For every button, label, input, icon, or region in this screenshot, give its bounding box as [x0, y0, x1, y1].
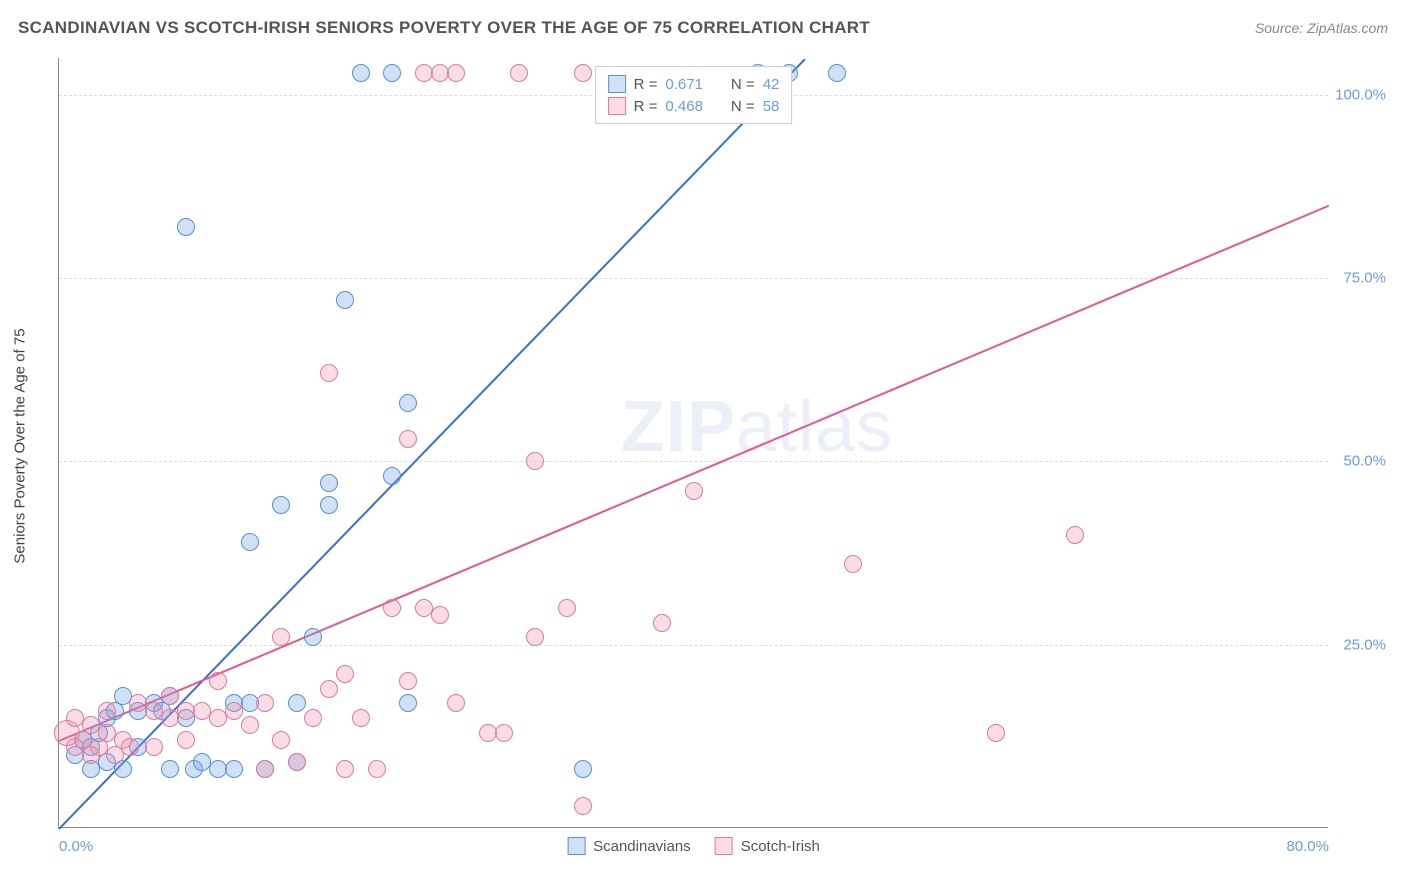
y-tick-label: 50.0%	[1334, 453, 1386, 470]
data-point	[304, 709, 322, 727]
n-value: 58	[763, 98, 780, 115]
data-point	[98, 702, 116, 720]
data-point	[574, 797, 592, 815]
legend-item: Scandinavians	[567, 837, 691, 855]
stats-row: R = 0.671 N = 42	[608, 73, 780, 95]
watermark: ZIPatlas	[621, 386, 893, 468]
data-point	[320, 680, 338, 698]
data-point	[526, 628, 544, 646]
data-point	[320, 364, 338, 382]
data-point	[225, 760, 243, 778]
data-point	[399, 430, 417, 448]
data-point	[272, 496, 290, 514]
data-point	[177, 731, 195, 749]
y-tick-label: 75.0%	[1334, 270, 1386, 287]
watermark-part1: ZIP	[621, 387, 736, 467]
data-point	[844, 555, 862, 573]
gridline	[59, 645, 1328, 646]
r-label: R =	[634, 76, 658, 93]
data-point	[685, 482, 703, 500]
data-point	[447, 694, 465, 712]
data-point	[352, 64, 370, 82]
data-point	[288, 753, 306, 771]
scatter-chart: ZIPatlas 25.0%50.0%75.0%100.0%0.0%80.0%R…	[58, 58, 1328, 828]
data-point	[288, 694, 306, 712]
data-point	[526, 452, 544, 470]
data-point	[399, 694, 417, 712]
data-point	[209, 672, 227, 690]
data-point	[256, 760, 274, 778]
series-swatch	[608, 75, 626, 93]
x-tick-label: 0.0%	[59, 838, 93, 855]
regression-line	[59, 205, 1330, 742]
data-point	[399, 394, 417, 412]
data-point	[383, 64, 401, 82]
legend-swatch	[567, 837, 585, 855]
stats-box: R = 0.671 N = 42 R = 0.468 N = 58	[595, 66, 793, 124]
data-point	[987, 724, 1005, 742]
legend: Scandinavians Scotch-Irish	[567, 837, 820, 855]
stats-row: R = 0.468 N = 58	[608, 95, 780, 117]
n-value: 42	[763, 76, 780, 93]
legend-swatch	[715, 837, 733, 855]
data-point	[574, 64, 592, 82]
data-point	[304, 628, 322, 646]
legend-item: Scotch-Irish	[715, 837, 820, 855]
x-tick-label: 80.0%	[1286, 838, 1329, 855]
data-point	[241, 716, 259, 734]
data-point	[574, 760, 592, 778]
n-label: N =	[731, 76, 755, 93]
chart-title: SCANDINAVIAN VS SCOTCH-IRISH SENIORS POV…	[18, 18, 870, 38]
legend-label: Scandinavians	[593, 838, 691, 855]
gridline	[59, 278, 1328, 279]
data-point	[256, 694, 274, 712]
y-tick-label: 100.0%	[1334, 86, 1386, 103]
data-point	[161, 760, 179, 778]
data-point	[320, 496, 338, 514]
data-point	[510, 64, 528, 82]
source-label: Source: ZipAtlas.com	[1255, 20, 1388, 36]
n-label: N =	[731, 98, 755, 115]
data-point	[828, 64, 846, 82]
r-value: 0.468	[665, 98, 703, 115]
data-point	[383, 467, 401, 485]
data-point	[320, 474, 338, 492]
data-point	[447, 64, 465, 82]
r-value: 0.671	[665, 76, 703, 93]
chart-header: SCANDINAVIAN VS SCOTCH-IRISH SENIORS POV…	[18, 18, 1388, 38]
data-point	[399, 672, 417, 690]
data-point	[495, 724, 513, 742]
data-point	[336, 291, 354, 309]
data-point	[352, 709, 370, 727]
y-tick-label: 25.0%	[1334, 636, 1386, 653]
data-point	[431, 606, 449, 624]
data-point	[121, 738, 139, 756]
legend-label: Scotch-Irish	[741, 838, 820, 855]
series-swatch	[608, 97, 626, 115]
r-label: R =	[634, 98, 658, 115]
y-axis-label: Seniors Poverty Over the Age of 75	[12, 328, 29, 563]
data-point	[177, 218, 195, 236]
data-point	[1066, 526, 1084, 544]
data-point	[225, 702, 243, 720]
data-point	[145, 738, 163, 756]
data-point	[161, 687, 179, 705]
gridline	[59, 461, 1328, 462]
data-point	[336, 665, 354, 683]
data-point	[383, 599, 401, 617]
data-point	[272, 731, 290, 749]
data-point	[653, 614, 671, 632]
data-point	[368, 760, 386, 778]
data-point	[336, 760, 354, 778]
data-point	[558, 599, 576, 617]
data-point	[241, 533, 259, 551]
data-point	[272, 628, 290, 646]
